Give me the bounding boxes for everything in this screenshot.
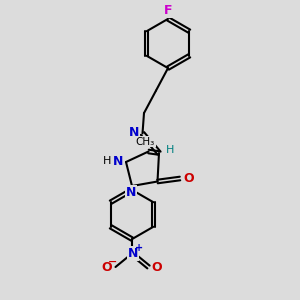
Text: O: O [152,261,162,274]
Text: −: − [108,256,117,267]
Text: H: H [166,145,175,155]
Text: N: N [126,186,136,199]
Text: F: F [164,4,172,17]
Text: CH₃: CH₃ [136,137,155,147]
Text: N: N [128,247,138,260]
Text: O: O [102,261,112,274]
Text: H: H [103,156,112,167]
Text: O: O [183,172,194,185]
Text: N: N [129,126,139,140]
Text: +: + [134,243,143,253]
Text: N: N [113,155,124,168]
